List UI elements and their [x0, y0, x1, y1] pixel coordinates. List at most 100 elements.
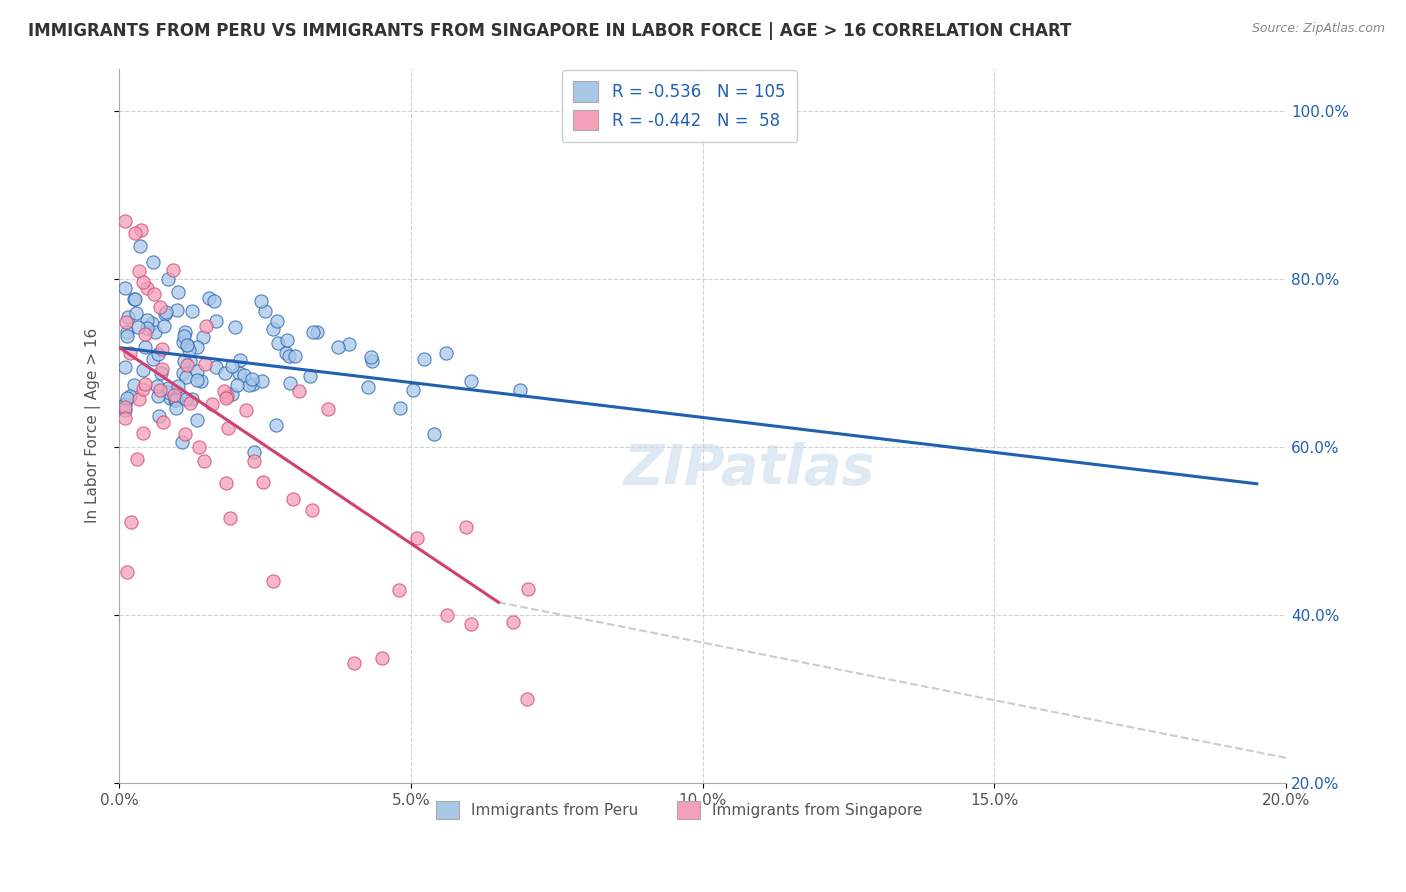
Point [262, 321, 284, 335]
Point [371, 651, 394, 665]
Point [124, 292, 146, 306]
Point [423, 426, 446, 441]
Point [243, 454, 266, 468]
Point [122, 292, 145, 306]
Point [115, 326, 138, 340]
Point [115, 391, 138, 405]
Point [217, 420, 239, 434]
Point [516, 691, 538, 706]
Point [235, 402, 257, 417]
Point [167, 285, 190, 299]
Point [254, 304, 277, 318]
Point [149, 300, 172, 314]
Point [173, 326, 195, 340]
Point [277, 349, 299, 363]
Point [174, 426, 197, 441]
Point [460, 617, 482, 632]
Point [146, 379, 169, 393]
Point [156, 384, 179, 399]
Point [197, 291, 219, 305]
Point [186, 373, 208, 387]
Point [389, 401, 412, 415]
Point [166, 378, 188, 392]
Point [299, 369, 322, 384]
Point [215, 389, 238, 403]
Point [132, 426, 155, 441]
Point [114, 214, 136, 228]
Point [434, 345, 457, 359]
Point [129, 238, 152, 252]
Point [243, 445, 266, 459]
Point [114, 359, 136, 374]
Point [174, 369, 197, 384]
Point [186, 340, 208, 354]
Point [132, 275, 155, 289]
Point [132, 363, 155, 377]
Point [276, 346, 298, 360]
Point [262, 574, 284, 588]
Point [301, 326, 323, 340]
Point [172, 366, 194, 380]
Point [204, 359, 226, 374]
Point [242, 377, 264, 392]
Point [186, 413, 208, 427]
Point [195, 319, 218, 334]
Text: IMMIGRANTS FROM PERU VS IMMIGRANTS FROM SINGAPORE IN LABOR FORCE | AGE > 16 CORR: IMMIGRANTS FROM PERU VS IMMIGRANTS FROM … [28, 22, 1071, 40]
Point [284, 349, 307, 363]
Point [150, 342, 173, 356]
Point [169, 388, 191, 402]
Point [173, 328, 195, 343]
Point [142, 255, 165, 269]
Point [460, 375, 482, 389]
Point [509, 383, 531, 397]
Point [229, 352, 252, 367]
Point [114, 281, 136, 295]
Point [165, 393, 187, 408]
Point [316, 402, 339, 417]
Point [517, 582, 540, 596]
Point [186, 364, 208, 378]
Point [283, 491, 305, 506]
Point [179, 396, 201, 410]
Point [301, 503, 323, 517]
Point [142, 351, 165, 366]
Point [181, 303, 204, 318]
Point [176, 337, 198, 351]
Point [204, 314, 226, 328]
Point [436, 607, 458, 622]
Point [114, 411, 136, 425]
Point [252, 475, 274, 489]
Point [166, 302, 188, 317]
Point [134, 376, 156, 391]
Point [328, 340, 350, 354]
Point [156, 381, 179, 395]
Point [125, 452, 148, 467]
Point [114, 402, 136, 417]
Point [194, 358, 217, 372]
Point [173, 354, 195, 368]
Point [212, 384, 235, 398]
Point [134, 341, 156, 355]
Point [287, 384, 309, 398]
Point [337, 336, 360, 351]
Point [124, 377, 146, 392]
Point [136, 321, 159, 335]
Point [170, 434, 193, 449]
Point [152, 415, 174, 429]
Point [214, 366, 236, 380]
Point [343, 656, 366, 670]
Point [165, 392, 187, 407]
Point [141, 317, 163, 331]
Point [502, 615, 524, 629]
Text: Source: ZipAtlas.com: Source: ZipAtlas.com [1251, 22, 1385, 36]
Point [179, 343, 201, 358]
Point [152, 318, 174, 333]
Point [135, 313, 157, 327]
Point [128, 264, 150, 278]
Point [360, 353, 382, 368]
Point [233, 368, 256, 382]
Point [115, 565, 138, 579]
Point [179, 354, 201, 368]
Point [136, 281, 159, 295]
Point [360, 350, 382, 364]
